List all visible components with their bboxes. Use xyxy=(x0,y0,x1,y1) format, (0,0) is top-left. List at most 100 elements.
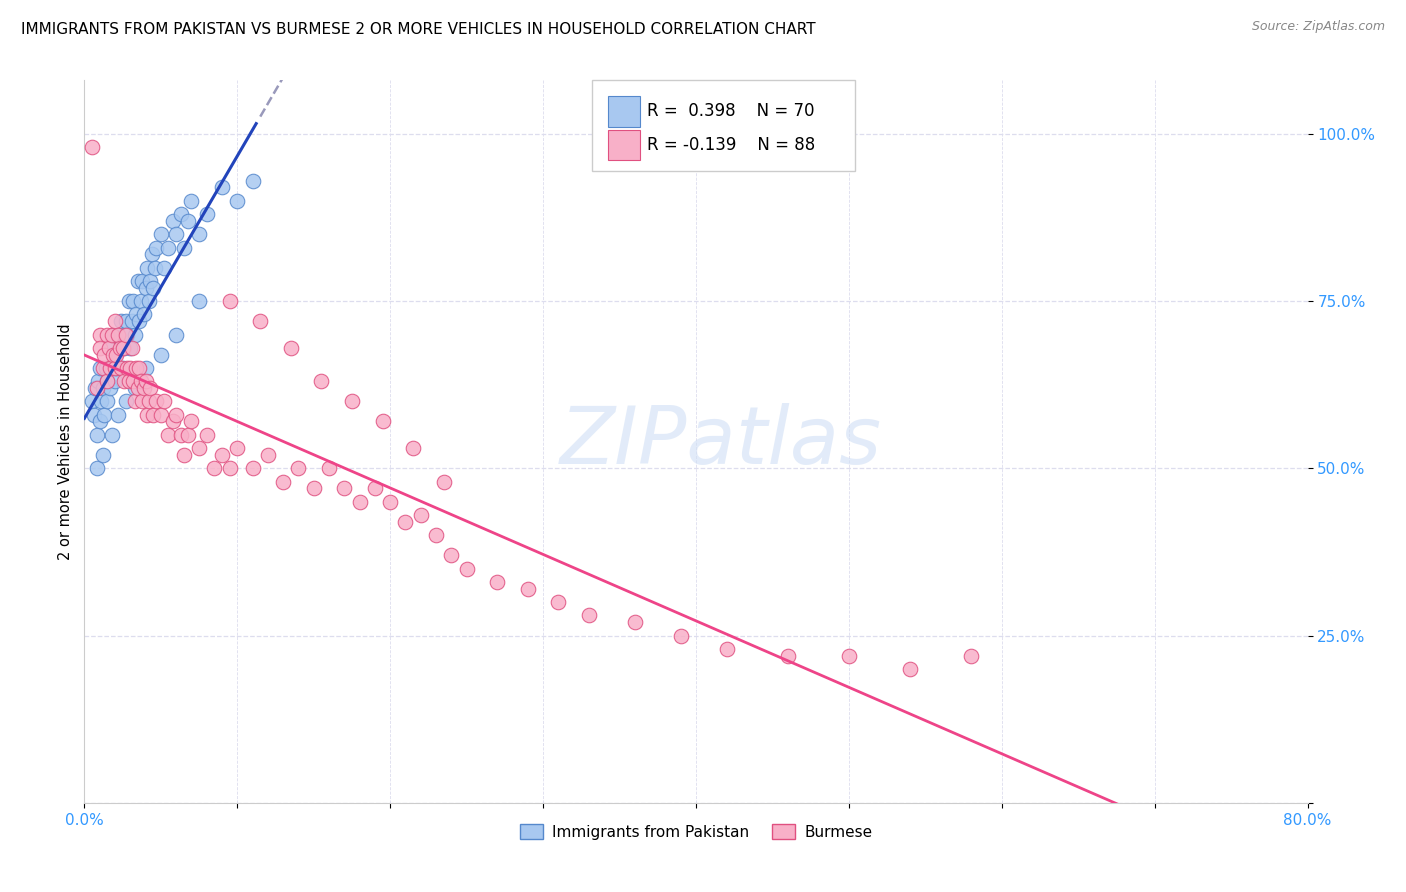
Point xyxy=(87,375,110,389)
Point xyxy=(364,482,387,496)
Point xyxy=(107,408,129,422)
Point xyxy=(547,595,569,609)
Point xyxy=(162,214,184,228)
Point xyxy=(173,448,195,462)
Point xyxy=(115,361,138,376)
FancyBboxPatch shape xyxy=(607,130,640,161)
Point xyxy=(91,381,114,395)
Point xyxy=(80,394,103,409)
Point xyxy=(114,314,136,328)
Point xyxy=(776,648,799,663)
Point xyxy=(141,247,163,261)
Point xyxy=(121,341,143,355)
Point xyxy=(188,442,211,455)
Point xyxy=(120,361,142,376)
Point xyxy=(136,260,159,275)
Point xyxy=(318,461,340,475)
Point xyxy=(433,475,456,489)
Point xyxy=(129,375,152,389)
Point xyxy=(409,508,432,523)
Point xyxy=(112,341,135,355)
Point xyxy=(115,327,138,342)
Point xyxy=(127,381,149,395)
Point xyxy=(425,528,447,542)
Point xyxy=(287,461,309,475)
Point xyxy=(177,427,200,442)
Point xyxy=(149,227,172,242)
Point xyxy=(486,575,509,590)
Point xyxy=(177,214,200,228)
Text: Source: ZipAtlas.com: Source: ZipAtlas.com xyxy=(1251,20,1385,33)
Point xyxy=(380,494,402,508)
Point xyxy=(132,307,155,322)
Point xyxy=(111,361,134,376)
Point xyxy=(180,414,202,429)
Point xyxy=(153,260,176,275)
Point xyxy=(157,427,180,442)
Point xyxy=(249,314,271,328)
Point xyxy=(157,241,180,255)
Point xyxy=(97,341,120,355)
FancyBboxPatch shape xyxy=(607,96,640,127)
Point xyxy=(101,361,124,376)
Point xyxy=(89,414,111,429)
Point xyxy=(118,375,141,389)
Point xyxy=(125,361,148,376)
Point xyxy=(105,361,128,376)
Legend: Immigrants from Pakistan, Burmese: Immigrants from Pakistan, Burmese xyxy=(513,818,879,846)
Point xyxy=(94,361,117,376)
Point xyxy=(108,341,131,355)
Point xyxy=(110,314,132,328)
Point xyxy=(122,294,145,309)
Point xyxy=(349,494,371,508)
Point xyxy=(96,394,118,409)
Point xyxy=(340,394,363,409)
Point xyxy=(90,394,112,409)
Point xyxy=(142,281,165,295)
Point xyxy=(104,361,127,376)
Point xyxy=(103,327,125,342)
Point xyxy=(91,361,114,376)
Point xyxy=(578,608,600,623)
Point xyxy=(138,394,160,409)
Point xyxy=(107,327,129,342)
Point xyxy=(143,260,166,275)
Point xyxy=(114,394,136,409)
Point xyxy=(104,314,127,328)
Point xyxy=(211,180,233,194)
Point xyxy=(89,361,111,376)
Point xyxy=(128,314,150,328)
Point xyxy=(107,327,129,342)
Point xyxy=(83,408,105,422)
Text: ZIPatlas: ZIPatlas xyxy=(560,402,882,481)
Point xyxy=(124,394,146,409)
Point xyxy=(139,381,162,395)
Point xyxy=(202,461,225,475)
Point xyxy=(111,341,134,355)
Point xyxy=(173,241,195,255)
Point xyxy=(91,448,114,462)
Point xyxy=(128,361,150,376)
Point xyxy=(149,348,172,362)
Point xyxy=(101,427,124,442)
Point xyxy=(131,274,153,288)
Point xyxy=(145,394,167,409)
Point xyxy=(103,348,125,362)
Text: R = -0.139    N = 88: R = -0.139 N = 88 xyxy=(647,136,815,154)
Point xyxy=(118,294,141,309)
Point xyxy=(131,394,153,409)
Point xyxy=(402,442,425,455)
Point xyxy=(110,361,132,376)
Point xyxy=(311,375,333,389)
Point xyxy=(108,341,131,355)
Point xyxy=(112,375,135,389)
Point xyxy=(96,375,118,389)
Point xyxy=(170,207,193,221)
Point xyxy=(898,662,921,676)
Point xyxy=(371,414,394,429)
Point xyxy=(218,294,240,309)
Point xyxy=(132,381,155,395)
Point xyxy=(135,361,157,376)
Point xyxy=(226,194,249,208)
Point xyxy=(86,461,108,475)
